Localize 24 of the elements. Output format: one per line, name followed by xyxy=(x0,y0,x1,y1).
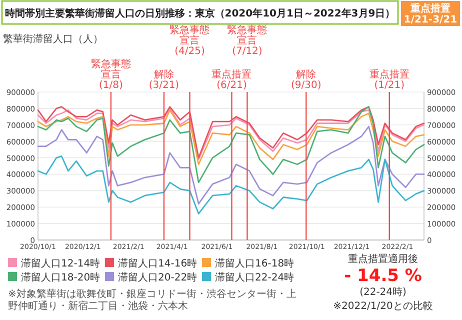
text: - 14.5 % xyxy=(344,266,422,286)
line-series xyxy=(37,126,425,205)
ref-line-label: 重点措置(1/21) xyxy=(369,68,410,91)
ref-line-label: 緊急事態宣言(7/12) xyxy=(227,24,268,57)
legend-label: 滞留人口12-14時 xyxy=(21,258,100,270)
text: ※2022/1/20との比較 xyxy=(333,300,433,312)
legend-label: 滞留人口20-22時 xyxy=(118,272,198,284)
text: (22-24時) xyxy=(360,286,407,298)
ref-line-label: 緊急事態宣言(4/25) xyxy=(170,24,210,57)
text: ※対象繁華街は歌舞伎町・銀座コリドー街・渋谷センター街・上野仲町通り・新宿二丁目・池袋・六本木 xyxy=(8,288,296,312)
legend-label: 滞留人口22-24時 xyxy=(215,272,294,284)
text: 重点措置適用後 xyxy=(348,253,418,265)
ref-line-label: 解除(9/30) xyxy=(291,68,322,91)
line-series xyxy=(37,106,425,184)
text: 重点措置 1/21-3/21 xyxy=(404,2,458,26)
ref-line-label: 解除(3/21) xyxy=(148,68,180,91)
legend-label: 滞留人口16-18時 xyxy=(215,258,294,270)
legend-label: 滞留人口14-16時 xyxy=(118,258,198,270)
legend-label: 滞留人口18-20時 xyxy=(21,272,100,284)
line-series xyxy=(37,155,425,214)
ref-line-label: 緊急事態宣言(1/8) xyxy=(90,58,131,91)
chart-title: 時間帯別主要繁華街滞留人口の日別推移：東京（2020年10月1日～2022年3月9日） xyxy=(4,8,396,20)
ref-line-label: 重点措置(6/21) xyxy=(212,68,252,91)
y-axis-title: 繁華街滞留人口（人） xyxy=(3,33,103,45)
